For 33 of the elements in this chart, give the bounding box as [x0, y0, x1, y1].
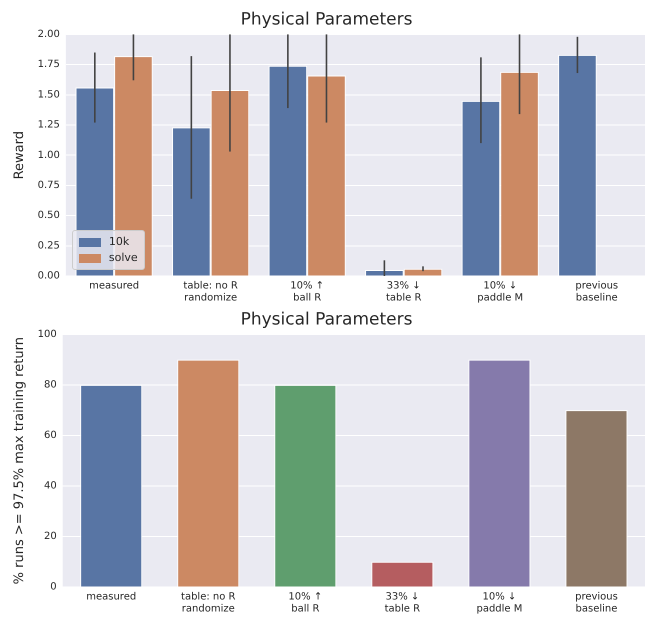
y-axis-title: % runs >= 97.5% max training return: [12, 337, 28, 584]
x-tick-label: 33% ↓ table R: [386, 280, 422, 304]
x-tick-label: table: no R randomize: [183, 280, 238, 304]
x-tick-label: 10% ↑ ball R: [290, 280, 324, 304]
x-tick-label: previous baseline: [575, 280, 618, 304]
x-tick-label: table: no R randomize: [181, 592, 236, 615]
x-tick-label: previous baseline: [575, 592, 618, 615]
y-tick-label: 1.25: [38, 120, 60, 131]
y-tick-label: 1.00: [38, 150, 60, 161]
y-tick-label: 2.00: [38, 28, 60, 40]
y-tick-label: 1.75: [38, 59, 60, 70]
y-tick-label: 40: [44, 480, 57, 492]
y-tick-label: 0.75: [38, 180, 60, 191]
legend-label: 10k: [108, 234, 130, 250]
x-tick-label: measured: [89, 280, 140, 292]
y-tick-label: 0.50: [38, 210, 60, 222]
chart-title: Physical Parameters: [240, 10, 413, 30]
y-tick-label: 80: [44, 380, 57, 391]
x-tick-label: 33% ↓ table R: [384, 592, 420, 615]
y-tick-label: 0: [50, 582, 57, 593]
y-tick-label: 1.50: [38, 89, 60, 100]
legend-label: solve: [108, 250, 138, 266]
y-axis-title: Reward: [12, 130, 28, 180]
y-tick-label: 20: [44, 531, 57, 542]
x-tick-label: 10% ↓ paddle M: [476, 592, 522, 615]
y-tick-label: 0.25: [38, 240, 60, 252]
y-tick-label: 60: [44, 430, 57, 442]
x-tick-label: 10% ↑ ball R: [288, 592, 322, 615]
y-tick-label: 0.00: [38, 270, 60, 282]
x-tick-label: 10% ↓ paddle M: [477, 280, 524, 304]
y-tick-label: 100: [38, 328, 57, 340]
chart-title: Physical Parameters: [240, 310, 413, 330]
x-tick-label: measured: [86, 592, 136, 603]
